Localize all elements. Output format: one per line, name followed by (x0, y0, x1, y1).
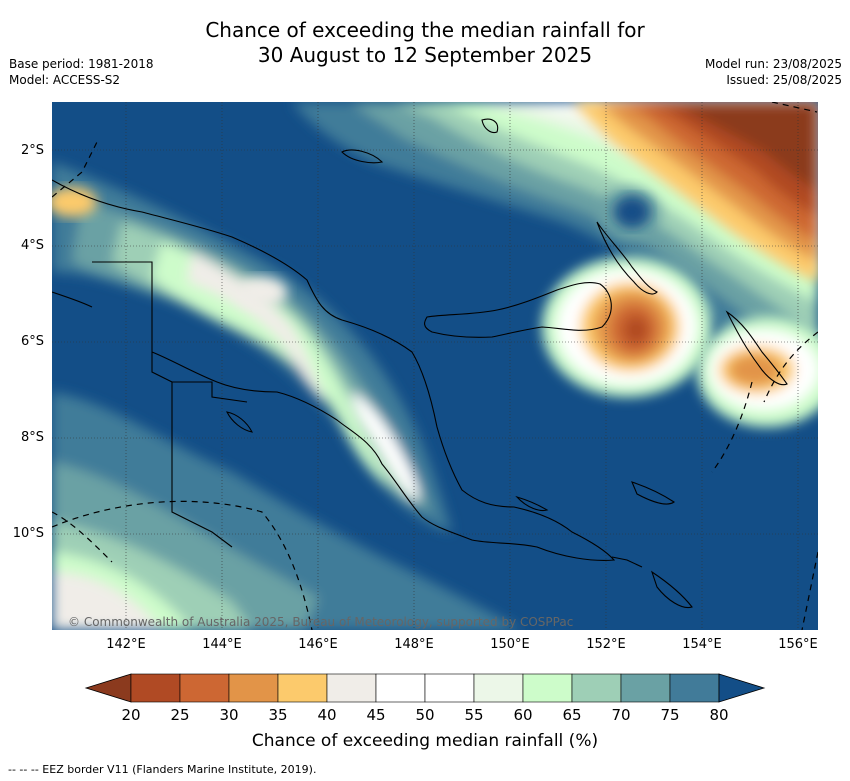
highland-patch (237, 277, 287, 307)
colorbar-tick-80: 80 (709, 706, 729, 724)
central-band (52, 162, 452, 532)
colorbar-tick-65: 65 (562, 706, 582, 724)
colorbar-tick-30: 30 (219, 706, 239, 724)
lon-label-154e: 154°E (682, 637, 722, 652)
colorbar-tick-60: 60 (513, 706, 533, 724)
colorbar-cell (522, 673, 573, 703)
colorbar-cell (326, 673, 377, 703)
colorbar-cell (179, 673, 230, 703)
blue-spot-core (614, 196, 650, 228)
lat-label-8s: 8°S (20, 430, 44, 445)
lon-label-146e: 146°E (298, 637, 338, 652)
colorbar-cell (130, 673, 181, 703)
coastlines (52, 118, 788, 609)
colorbar-cell (669, 673, 720, 703)
west-dry-patch (52, 187, 97, 217)
graticule (52, 102, 818, 630)
colorbar-extend-high (718, 673, 766, 703)
colorbar-tick-75: 75 (660, 706, 680, 724)
colorbar-cells (84, 673, 766, 703)
title-line-1: Chance of exceeding the median rainfall … (205, 18, 645, 42)
colorbar-cell (473, 673, 524, 703)
colorbar-tick-45: 45 (366, 706, 386, 724)
colorbar-tick-20: 20 (121, 706, 141, 724)
meta-right: Model run: 23/08/2025 Issued: 25/08/2025 (705, 56, 842, 88)
colorbar-tick-50: 50 (415, 706, 435, 724)
colorbar-tick-55: 55 (464, 706, 484, 724)
lat-label-10s: 10°S (12, 526, 44, 541)
lon-label-150e: 150°E (490, 637, 530, 652)
colorbar-cell (424, 673, 475, 703)
lon-label-156e: 156°E (778, 637, 818, 652)
colorbar-cell (620, 673, 671, 703)
colorbar-tick-70: 70 (611, 706, 631, 724)
colorbar-tick-40: 40 (317, 706, 337, 724)
lon-label-144e: 144°E (202, 637, 242, 652)
colorbar-cell (277, 673, 328, 703)
colorbar (84, 673, 766, 703)
lat-label-4s: 4°S (20, 238, 44, 253)
issued-date: Issued: 25/08/2025 (726, 73, 842, 87)
colorbar-cell (228, 673, 279, 703)
colorbar-extend-low (84, 673, 132, 703)
model-name: Model: ACCESS-S2 (9, 73, 121, 87)
eez-legend: -- -- -- EEZ border V11 (Flanders Marine… (8, 763, 316, 776)
lon-label-152e: 152°E (586, 637, 626, 652)
rainfall-map: © Commonwealth of Australia 2025, Bureau… (52, 102, 818, 630)
southern-band (52, 392, 522, 630)
colorbar-tick-25: 25 (170, 706, 190, 724)
colorbar-cell (571, 673, 622, 703)
lat-label-2s: 2°S (20, 143, 44, 158)
colorbar-cell (375, 673, 426, 703)
lon-label-142e: 142°E (106, 637, 146, 652)
colorbar-label: Chance of exceeding median rainfall (%) (251, 731, 599, 751)
lat-label-6s: 6°S (20, 334, 44, 349)
eez-legend-marker: -- -- (8, 763, 28, 776)
base-period: Base period: 1981-2018 (9, 57, 154, 71)
lon-label-148e: 148°E (394, 637, 434, 652)
title-line-2: 30 August to 12 September 2025 (257, 43, 593, 67)
map-title: Chance of exceeding the median rainfall … (0, 18, 850, 68)
meta-left: Base period: 1981-2018 Model: ACCESS-S2 (9, 56, 154, 88)
dry-spot-east (542, 257, 712, 397)
colorbar-tick-35: 35 (268, 706, 288, 724)
dry-spot-bougainville (697, 317, 818, 427)
eez-legend-text: -- EEZ border V11 (Flanders Marine Insti… (30, 763, 317, 776)
eez-borders (52, 102, 818, 630)
copyright-notice: © Commonwealth of Australia 2025, Bureau… (68, 615, 573, 629)
northeast-dry-region (572, 102, 818, 282)
model-run: Model run: 23/08/2025 (704, 57, 842, 71)
